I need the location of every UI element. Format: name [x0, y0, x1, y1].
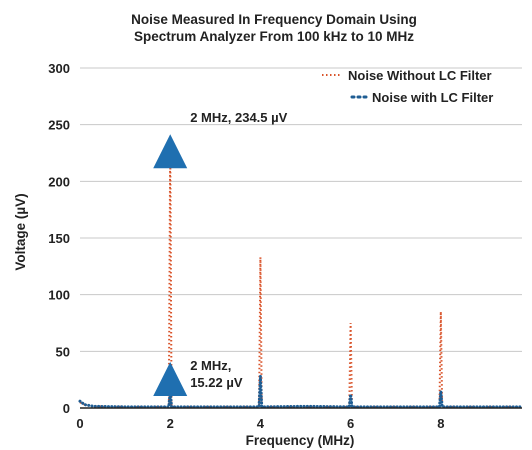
x-tick-label-8: 8 — [437, 416, 444, 431]
x-tick-label-0: 0 — [76, 416, 83, 431]
y-tick-label-100: 100 — [48, 288, 70, 303]
x-tick-label-6: 6 — [347, 416, 354, 431]
series-without-lc-filter-line — [79, 142, 522, 408]
y-tick-label-200: 200 — [48, 174, 70, 189]
annotation-2-line-1: 2 MHz, — [190, 358, 231, 373]
series-lines — [78, 142, 524, 409]
legend: Noise Without LC Filter Noise with LC Fi… — [322, 68, 493, 105]
annotation-2-line-2: 15.22 µV — [190, 375, 243, 390]
x-tick-labels: 0 2 4 6 8 — [76, 416, 444, 431]
annotation-triangle-2 — [153, 362, 188, 396]
annotation-1-line-1: 2 MHz, 234.5 µV — [190, 110, 287, 125]
annotations: 2 MHz, 234.5 µV 2 MHz, 15.22 µV — [190, 110, 287, 390]
y-tick-label-50: 50 — [56, 344, 70, 359]
legend-label-without-lc: Noise Without LC Filter — [348, 68, 492, 83]
chart-title-line-1: Noise Measured In Frequency Domain Using — [131, 12, 417, 27]
x-tick-label-2: 2 — [167, 416, 174, 431]
x-tick-label-4: 4 — [257, 416, 265, 431]
y-tick-label-0: 0 — [63, 401, 70, 416]
y-tick-label-300: 300 — [48, 61, 70, 76]
legend-label-with-lc: Noise with LC Filter — [372, 90, 493, 105]
y-tick-labels: 0 50 100 150 200 250 300 — [48, 61, 70, 416]
x-axis-title: Frequency (MHz) — [246, 433, 355, 448]
series-with-lc-filter-line — [78, 376, 524, 409]
annotation-markers — [153, 134, 188, 396]
y-tick-label-150: 150 — [48, 231, 70, 246]
gridlines — [80, 67, 522, 352]
y-tick-label-250: 250 — [48, 118, 70, 133]
annotation-triangle-1 — [153, 134, 188, 169]
y-axis-title: Voltage (µV) — [13, 193, 28, 270]
chart-title-line-2: Spectrum Analyzer From 100 kHz to 10 MHz — [134, 29, 414, 44]
chart-title: Noise Measured In Frequency Domain Using… — [131, 12, 417, 44]
